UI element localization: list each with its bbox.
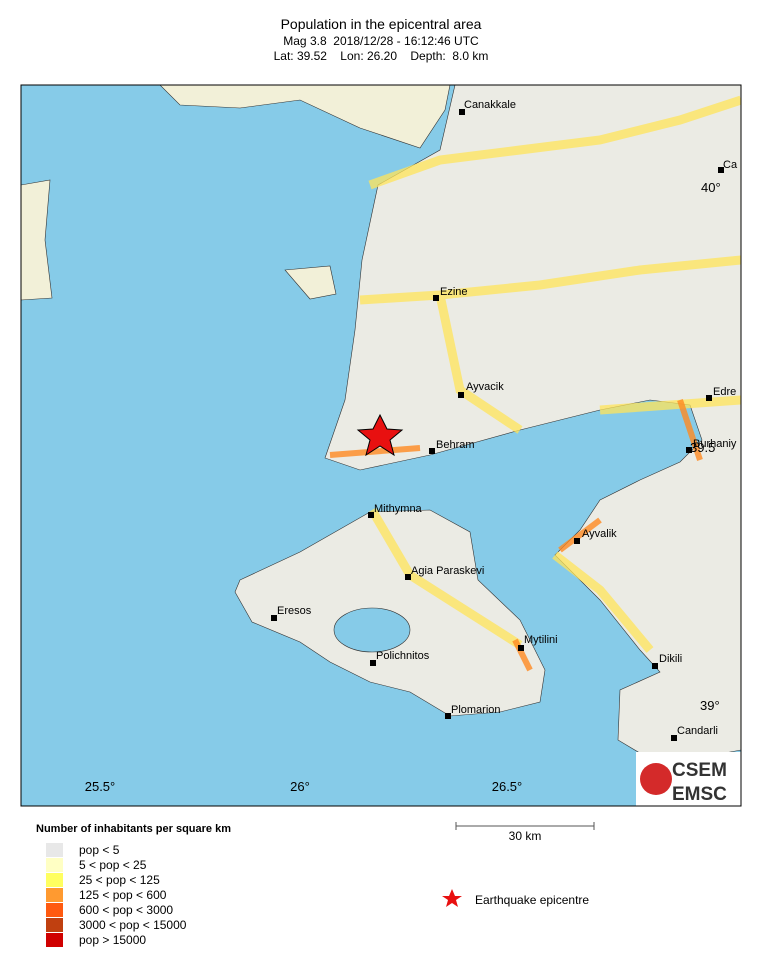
city-marker — [574, 538, 580, 544]
location-info: Lat: 39.52 Lon: 26.20 Depth: 8.0 km — [274, 49, 489, 63]
legend-swatch — [46, 873, 63, 887]
legend-swatch — [46, 888, 63, 902]
city-label: Eresos — [277, 605, 312, 617]
city-label: Plomarion — [451, 704, 501, 716]
lat-label: 40° — [701, 180, 721, 195]
logo-text: CSEM — [672, 760, 727, 781]
city-label: Canakkale — [464, 99, 516, 111]
legend-label: pop > 15000 — [79, 933, 146, 947]
logo-text: EMSC — [672, 784, 727, 805]
epicentre-label: Earthquake epicentre — [475, 893, 589, 907]
legend-swatch — [46, 858, 63, 872]
city-label: Dikili — [659, 653, 682, 665]
city-label: Edre — [713, 386, 736, 398]
city-marker — [368, 512, 374, 518]
scale-label: 30 km — [509, 829, 542, 843]
city-marker — [686, 447, 692, 453]
city-marker — [405, 574, 411, 580]
city-label: Polichnitos — [376, 650, 430, 662]
gulf — [333, 607, 411, 653]
event-info: Mag 3.8 2018/12/28 - 16:12:46 UTC — [283, 34, 479, 48]
city-marker — [718, 167, 724, 173]
legend-swatch — [46, 918, 63, 932]
legend-label: 600 < pop < 3000 — [79, 903, 173, 917]
city-label: Burhaniy — [693, 438, 737, 450]
city-marker — [445, 713, 451, 719]
logo-globe — [640, 763, 672, 795]
labels: 25.5° 26° 26.5° 40° 39.5 39° Canakkale Ca Ezine A… — [85, 99, 738, 794]
city-marker — [433, 295, 439, 301]
city-label: Mytilini — [524, 634, 558, 646]
city-label: Candarli — [677, 725, 718, 737]
island — [284, 265, 337, 300]
city-marker — [458, 392, 464, 398]
legend-label: 125 < pop < 600 — [79, 888, 167, 902]
epicentre-star — [356, 413, 404, 457]
lon-label: 26.5° — [492, 779, 523, 794]
city-marker — [518, 645, 524, 651]
city-label: Behram — [436, 439, 475, 451]
dense-corridor — [329, 399, 703, 672]
legend-title: Number of inhabitants per square km — [36, 823, 231, 835]
city-marker — [459, 109, 465, 115]
populated-corridor — [359, 95, 741, 653]
lat-label: 39° — [700, 698, 720, 713]
lon-label: 26° — [290, 779, 310, 794]
city-label: Ezine — [440, 286, 468, 298]
land — [159, 85, 451, 149]
city-marker — [429, 448, 435, 454]
lon-label: 25.5° — [85, 779, 116, 794]
city-marker — [706, 395, 712, 401]
city-marker — [652, 663, 658, 669]
city-label: Ayvalik — [582, 528, 617, 540]
legend-swatch — [46, 843, 63, 857]
city-label: Ca — [723, 159, 738, 171]
map-frame — [20, 84, 742, 807]
legend-label: 3000 < pop < 15000 — [79, 918, 187, 932]
legend-label: pop < 5 — [79, 843, 120, 857]
city-label: Ayvacik — [466, 381, 504, 393]
city-label: Agia Paraskevi — [411, 565, 484, 577]
legend-swatch — [46, 903, 63, 917]
island — [21, 179, 53, 301]
legend-label: 25 < pop < 125 — [79, 873, 160, 887]
city-marker — [671, 735, 677, 741]
map: CSEM EMSC — [21, 85, 741, 806]
title: Population in the epicentral area — [281, 16, 482, 32]
legend-swatch — [46, 933, 63, 947]
legend-star — [442, 889, 462, 907]
city-label: Mithymna — [374, 503, 423, 515]
city-marker — [271, 615, 277, 621]
lat-label: 39.5 — [690, 440, 715, 455]
legend-label: 5 < pop < 25 — [79, 858, 147, 872]
city-marker — [370, 660, 376, 666]
